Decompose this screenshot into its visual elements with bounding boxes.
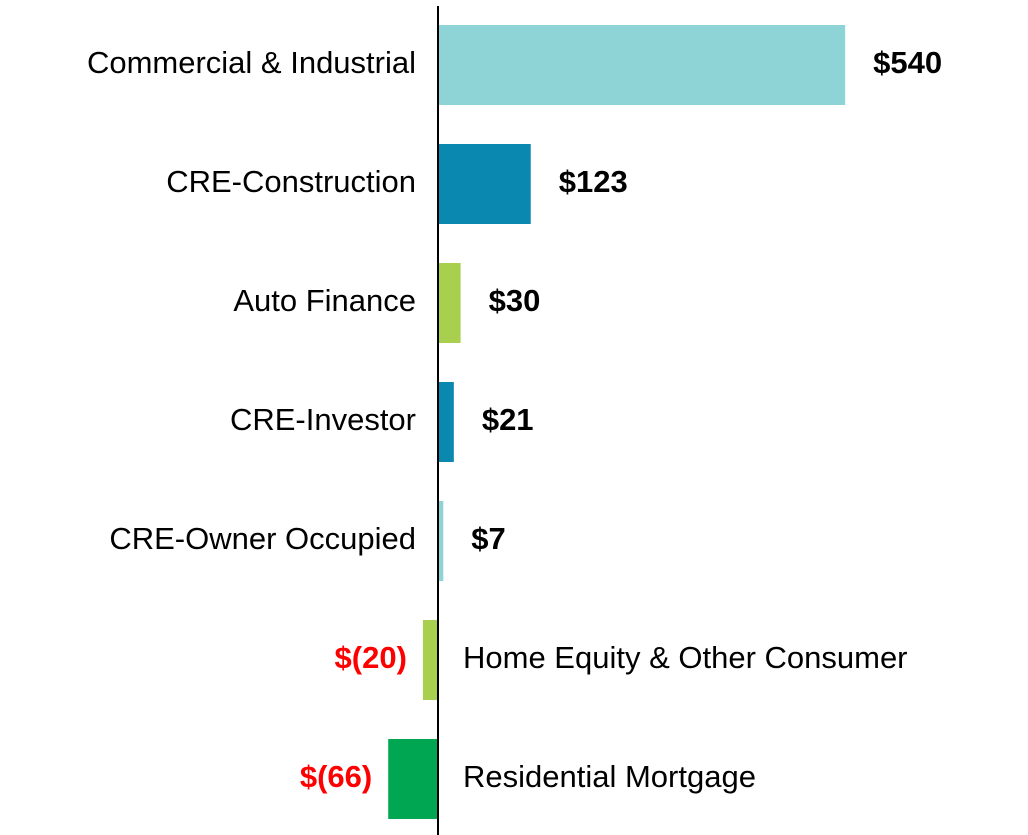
bar (438, 144, 531, 224)
category-label: CRE-Construction (166, 164, 416, 199)
category-label: Home Equity & Other Consumer (463, 640, 908, 675)
value-label: $(66) (300, 759, 372, 794)
bar (438, 25, 846, 105)
bar (388, 739, 438, 819)
value-label: $21 (482, 402, 534, 437)
category-label: CRE-Owner Occupied (109, 521, 416, 556)
bar (438, 263, 461, 343)
value-label: $30 (489, 283, 541, 318)
bar (438, 501, 444, 581)
value-label: $540 (873, 45, 942, 80)
category-label: Auto Finance (233, 283, 416, 318)
value-label: $(20) (335, 640, 407, 675)
value-label: $123 (559, 164, 628, 199)
category-label: Commercial & Industrial (87, 45, 416, 80)
value-label: $7 (471, 521, 505, 556)
category-label: CRE-Investor (230, 402, 416, 437)
bar (438, 382, 454, 462)
category-label: Residential Mortgage (463, 759, 756, 794)
bar (422, 620, 438, 700)
